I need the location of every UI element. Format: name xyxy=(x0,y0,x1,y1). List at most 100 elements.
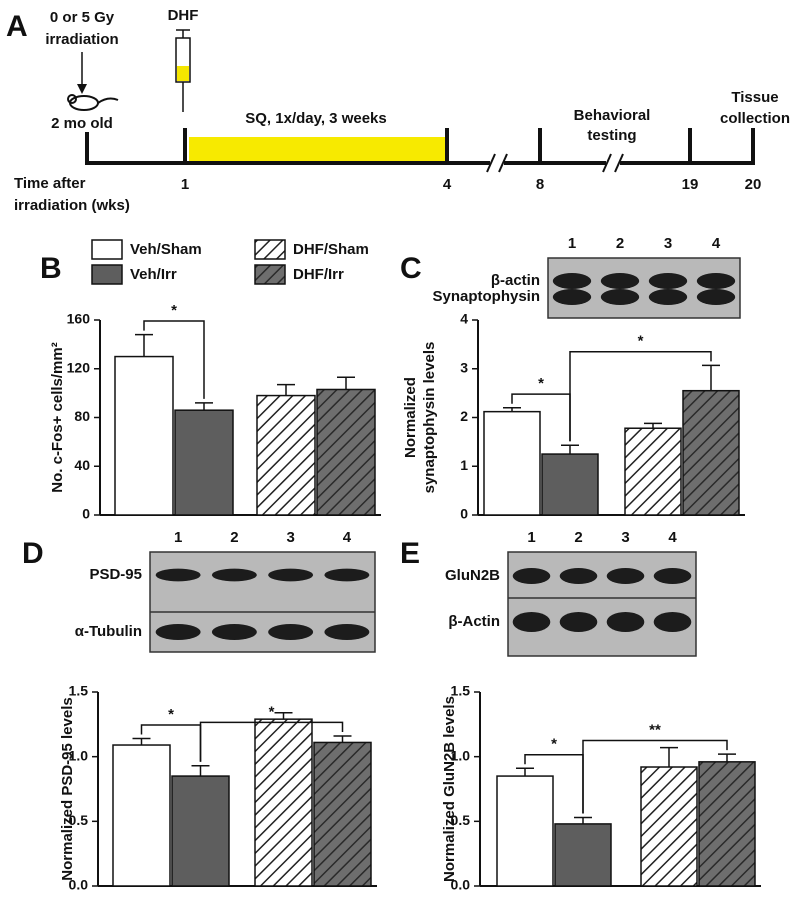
axis-label: Time after xyxy=(14,175,86,192)
timeline-axis xyxy=(85,128,755,165)
irradiation-label: irradiation xyxy=(45,31,118,48)
blot-band xyxy=(653,568,692,584)
panel-label: D xyxy=(22,537,44,570)
y-tick-label: 0.5 xyxy=(451,812,471,828)
bar xyxy=(541,453,599,516)
blot-band xyxy=(606,612,645,632)
significance-bracket xyxy=(143,320,205,399)
lane-label: 1 xyxy=(527,529,535,546)
lane-label: 3 xyxy=(621,529,629,546)
blot-band xyxy=(155,568,201,582)
tissue-label: Tissue xyxy=(731,89,778,106)
y-tick-label: 1 xyxy=(460,457,468,473)
significance-label: * xyxy=(168,706,174,723)
y-tick-label: 0 xyxy=(82,506,90,522)
blot-band xyxy=(559,612,598,632)
y-tick-label: 80 xyxy=(74,408,90,424)
blot-frame xyxy=(507,551,697,657)
y-tick-label: 0 xyxy=(460,506,468,522)
arrow-head xyxy=(77,84,87,94)
lane-label: 1 xyxy=(568,235,576,252)
legend-swatch xyxy=(254,239,286,260)
axis-label: irradiation (wks) xyxy=(14,197,130,214)
blot-band xyxy=(268,568,314,582)
panel-label: E xyxy=(400,537,420,570)
lane-label: 2 xyxy=(574,529,582,546)
lane-label: 4 xyxy=(668,529,677,546)
blot-band xyxy=(552,273,592,289)
significance-label: * xyxy=(538,375,544,392)
blot-band xyxy=(600,289,640,305)
significance-label: * xyxy=(638,333,644,350)
y-tick-label: 0.0 xyxy=(69,877,89,893)
y-tick-label: 2 xyxy=(460,408,468,424)
bar xyxy=(114,355,174,516)
week-label: 4 xyxy=(443,176,452,193)
week-label: 20 xyxy=(745,176,762,193)
behavior-label: testing xyxy=(587,127,636,144)
bar xyxy=(624,427,682,516)
bar xyxy=(483,410,541,516)
legend-label: Veh/Sham xyxy=(130,241,202,258)
y-axis-label: Normalized GluN2B levels xyxy=(441,696,458,882)
legend-label: DHF/Irr xyxy=(293,266,344,283)
bar xyxy=(112,744,171,887)
y-tick-label: 4 xyxy=(460,311,468,327)
blot-band xyxy=(512,568,551,584)
western-blot xyxy=(547,257,741,319)
y-tick-label: 0.0 xyxy=(451,877,471,893)
bar xyxy=(171,775,230,887)
lane-label: 3 xyxy=(664,235,672,252)
significance-label: * xyxy=(171,302,177,319)
significance-label: * xyxy=(269,703,275,720)
y-axis-label: Normalized PSD-95 levels xyxy=(59,697,76,880)
blot-band xyxy=(211,568,257,582)
treatment-bar xyxy=(189,137,445,161)
bar xyxy=(254,718,313,887)
legend-label: DHF/Sham xyxy=(293,241,369,258)
significance-bracket xyxy=(199,721,344,762)
legend-swatch xyxy=(91,239,123,260)
legend-swatch xyxy=(254,264,286,285)
week-label: 8 xyxy=(536,176,544,193)
blot-label: GluN2B xyxy=(445,567,500,584)
blot-band xyxy=(155,624,201,640)
blot-label: β-Actin xyxy=(448,613,500,630)
blot-label: Synaptophysin xyxy=(432,288,540,305)
legend-label: Veh/Irr xyxy=(130,266,177,283)
western-blot xyxy=(149,551,376,653)
blot-band xyxy=(552,289,592,305)
western-blot xyxy=(507,551,697,657)
blot-band xyxy=(268,624,314,640)
blot-band xyxy=(324,624,370,640)
behavior-label: Behavioral xyxy=(574,107,651,124)
bar xyxy=(698,761,756,887)
y-tick-label: 1.5 xyxy=(451,683,471,699)
lane-label: 2 xyxy=(230,529,238,546)
y-tick-label: 1.5 xyxy=(69,683,89,699)
blot-band xyxy=(600,273,640,289)
blot-band xyxy=(648,289,688,305)
blot-label: PSD-95 xyxy=(89,566,142,583)
bar xyxy=(640,766,698,887)
lane-label: 1 xyxy=(174,529,182,546)
lane-label: 2 xyxy=(616,235,624,252)
y-axis-label: Normalized xyxy=(402,377,419,458)
axis-break xyxy=(486,153,624,173)
week-label: 19 xyxy=(682,176,699,193)
blot-band xyxy=(696,273,736,289)
bar xyxy=(313,741,372,887)
blot-band xyxy=(324,568,370,582)
panel-label: A xyxy=(6,10,28,43)
bar xyxy=(256,394,316,516)
lane-label: 3 xyxy=(286,529,294,546)
treatment-label: SQ, 1x/day, 3 weeks xyxy=(245,110,386,127)
y-axis-label: synaptophysin levels xyxy=(421,342,438,494)
bar xyxy=(174,409,234,516)
lane-label: 4 xyxy=(343,529,352,546)
age-label: 2 mo old xyxy=(51,115,113,132)
panel-label: C xyxy=(400,252,422,285)
tissue-label: collection xyxy=(720,110,790,127)
blot-band xyxy=(648,273,688,289)
